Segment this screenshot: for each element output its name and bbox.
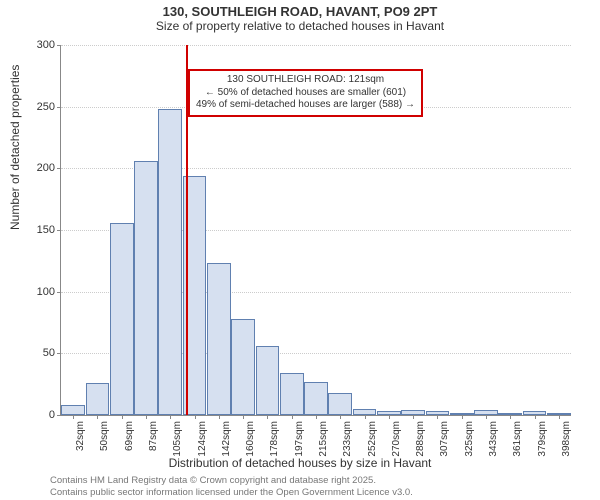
xtick-label: 50sqm <box>99 421 110 471</box>
xtick-label: 142sqm <box>221 421 232 471</box>
xtick-label: 307sqm <box>439 421 450 471</box>
xtick-label: 87sqm <box>148 421 159 471</box>
xtick-label: 252sqm <box>367 421 378 471</box>
histogram-bar <box>86 383 110 415</box>
chart-container: 130, SOUTHLEIGH ROAD, HAVANT, PO9 2PT Si… <box>0 0 600 500</box>
histogram-bar <box>328 393 352 415</box>
xtick-mark <box>437 415 438 419</box>
ytick-label: 200 <box>15 162 55 174</box>
xtick-mark <box>535 415 536 419</box>
xtick-label: 215sqm <box>318 421 329 471</box>
ytick-mark <box>57 292 61 293</box>
gridline <box>61 45 571 46</box>
footer-attribution: Contains HM Land Registry data © Crown c… <box>50 475 413 498</box>
ytick-mark <box>57 45 61 46</box>
xtick-mark <box>510 415 511 419</box>
annotation-line1: 130 SOUTHLEIGH ROAD: 121sqm <box>196 74 415 87</box>
xtick-mark <box>97 415 98 419</box>
histogram-bar <box>256 346 280 415</box>
histogram-bar <box>304 382 328 415</box>
xtick-mark <box>292 415 293 419</box>
xtick-mark <box>413 415 414 419</box>
xtick-label: 160sqm <box>245 421 256 471</box>
xtick-label: 398sqm <box>561 421 572 471</box>
title-block: 130, SOUTHLEIGH ROAD, HAVANT, PO9 2PT Si… <box>0 4 600 33</box>
ytick-mark <box>57 168 61 169</box>
xtick-mark <box>340 415 341 419</box>
footer-line2: Contains public sector information licen… <box>50 487 413 498</box>
xtick-mark <box>219 415 220 419</box>
xtick-mark <box>267 415 268 419</box>
y-axis-label: Number of detached properties <box>8 65 22 230</box>
xtick-mark <box>365 415 366 419</box>
title-line2: Size of property relative to detached ho… <box>0 19 600 33</box>
xtick-label: 379sqm <box>537 421 548 471</box>
footer-line1: Contains HM Land Registry data © Crown c… <box>50 475 413 486</box>
ytick-label: 100 <box>15 286 55 298</box>
histogram-bar <box>280 373 304 415</box>
histogram-bar <box>231 319 255 415</box>
title-line1: 130, SOUTHLEIGH ROAD, HAVANT, PO9 2PT <box>0 4 600 19</box>
ytick-mark <box>57 415 61 416</box>
xtick-label: 288sqm <box>415 421 426 471</box>
xtick-label: 233sqm <box>342 421 353 471</box>
ytick-label: 50 <box>15 347 55 359</box>
xtick-label: 105sqm <box>172 421 183 471</box>
xtick-mark <box>486 415 487 419</box>
xtick-mark <box>122 415 123 419</box>
histogram-bar <box>134 161 158 415</box>
xtick-label: 325sqm <box>464 421 475 471</box>
xtick-mark <box>146 415 147 419</box>
xtick-mark <box>73 415 74 419</box>
ytick-mark <box>57 107 61 108</box>
chart-area: 130 SOUTHLEIGH ROAD: 121sqm ← 50% of det… <box>60 45 570 415</box>
xtick-mark <box>389 415 390 419</box>
annotation-line3: 49% of semi-detached houses are larger (… <box>196 99 415 112</box>
xtick-label: 124sqm <box>197 421 208 471</box>
xtick-label: 69sqm <box>124 421 135 471</box>
xtick-mark <box>559 415 560 419</box>
xtick-mark <box>170 415 171 419</box>
ytick-label: 150 <box>15 224 55 236</box>
xtick-label: 178sqm <box>269 421 280 471</box>
xtick-mark <box>243 415 244 419</box>
xtick-label: 197sqm <box>294 421 305 471</box>
xtick-mark <box>195 415 196 419</box>
xtick-label: 361sqm <box>512 421 523 471</box>
ytick-label: 0 <box>15 409 55 421</box>
xtick-label: 343sqm <box>488 421 499 471</box>
histogram-bar <box>158 109 182 415</box>
ytick-mark <box>57 230 61 231</box>
ytick-mark <box>57 353 61 354</box>
annotation-line2: ← 50% of detached houses are smaller (60… <box>196 87 415 100</box>
ytick-label: 250 <box>15 101 55 113</box>
annotation-box: 130 SOUTHLEIGH ROAD: 121sqm ← 50% of det… <box>188 69 423 117</box>
histogram-bar <box>110 223 134 415</box>
ytick-label: 300 <box>15 39 55 51</box>
xtick-label: 32sqm <box>75 421 86 471</box>
histogram-bar <box>207 263 231 415</box>
xtick-mark <box>462 415 463 419</box>
xtick-label: 270sqm <box>391 421 402 471</box>
histogram-bar <box>61 405 85 415</box>
xtick-mark <box>316 415 317 419</box>
